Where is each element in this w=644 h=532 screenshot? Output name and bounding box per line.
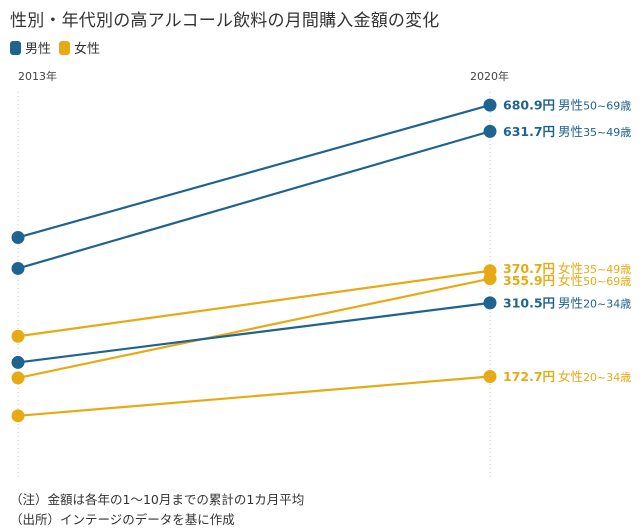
legend: 男性 女性 xyxy=(10,38,108,57)
series-age: 35~49歳 xyxy=(583,126,631,139)
series-gender: 女性 xyxy=(558,261,583,276)
series-line xyxy=(17,104,491,239)
series-gender: 男性 xyxy=(558,124,583,139)
data-point-2013 xyxy=(11,355,25,369)
series-age: 20~34歳 xyxy=(583,297,631,310)
data-value: 355.9円 xyxy=(503,273,555,288)
data-point-2013 xyxy=(11,409,25,423)
series-age: 50~69歳 xyxy=(583,275,631,288)
legend-swatch-male xyxy=(10,40,21,55)
data-point-2020 xyxy=(483,369,497,383)
series-gender: 男性 xyxy=(558,98,583,113)
data-point-2013 xyxy=(11,230,25,244)
data-point-2020 xyxy=(483,124,497,138)
data-label: 680.9円 男性50~69歳 xyxy=(503,98,631,113)
data-point-2013 xyxy=(11,371,25,385)
series-gender: 女性 xyxy=(558,273,583,288)
data-point-2013 xyxy=(11,261,25,275)
data-point-2020 xyxy=(483,296,497,310)
series-gender: 女性 xyxy=(558,369,583,384)
series-line xyxy=(17,375,491,417)
data-label: 370.7円 女性35~49歳 xyxy=(503,261,631,276)
data-label: 631.7円 男性35~49歳 xyxy=(503,124,631,139)
data-value: 172.7円 xyxy=(503,369,555,384)
legend-item-male: 男性 xyxy=(10,38,51,57)
legend-label-male: 男性 xyxy=(25,42,52,57)
x-label-2020: 2020年 xyxy=(470,69,509,83)
note-footnote: （注）金額は各年の1～10月までの累計の1カ月平均 xyxy=(10,492,305,507)
data-label: 355.9円 女性50~69歳 xyxy=(503,273,631,288)
series-line xyxy=(17,277,491,379)
chart-title: 性別・年代別の高アルコール飲料の月間購入金額の変化 xyxy=(10,11,440,31)
series-gender: 男性 xyxy=(558,295,583,310)
series-line xyxy=(17,130,491,270)
x-label-2013: 2013年 xyxy=(18,69,57,83)
series-line xyxy=(17,269,491,338)
legend-item-female: 女性 xyxy=(59,38,100,57)
data-point-2013 xyxy=(11,329,25,343)
series-age: 35~49歳 xyxy=(583,263,631,276)
series-age: 50~69歳 xyxy=(583,100,631,113)
data-value: 370.7円 xyxy=(503,261,555,276)
series-line xyxy=(17,301,491,364)
data-value: 680.9円 xyxy=(503,98,555,113)
data-value: 631.7円 xyxy=(503,124,555,139)
data-label: 310.5円 男性20~34歳 xyxy=(503,295,631,310)
data-point-2020 xyxy=(483,98,497,112)
legend-swatch-female xyxy=(59,40,71,55)
series-age: 20~34歳 xyxy=(583,371,631,384)
legend-label-female: 女性 xyxy=(74,42,101,57)
data-point-2020 xyxy=(483,272,497,286)
data-label: 172.7円 女性20~34歳 xyxy=(503,369,631,384)
note-source: （出所）インテージのデータを基に作成 xyxy=(10,512,235,527)
data-value: 310.5円 xyxy=(503,295,555,310)
